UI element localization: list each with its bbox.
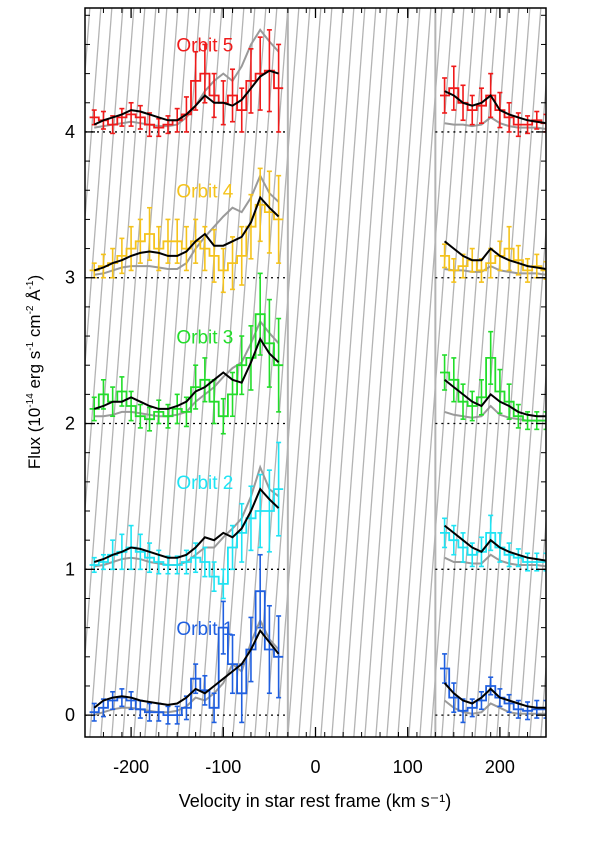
orbit-label: Orbit 5 [176,36,233,57]
axis-ticks: -200 -100 0 100 200 0 1 2 3 4 [65,8,547,777]
model-grey-line [444,116,546,130]
x-tick-label: 100 [393,757,423,777]
model-grey-line [444,264,546,276]
model-dark-line [93,69,279,126]
hatch-line [574,8,598,737]
hatch-line [265,8,322,737]
hatch-line [552,8,598,737]
orbit-series [89,28,546,138]
hatch-line [298,8,355,737]
hatch-line [155,8,212,737]
model-dark-line [443,524,546,562]
model-dark-line [93,336,280,410]
orbit-series [89,553,546,725]
orbit-series [89,272,546,435]
hatch-line [144,8,201,737]
hatch-line [353,8,410,737]
hatch-line [375,8,432,737]
hatch-line [309,8,366,737]
orbit-label: Orbit 1 [176,619,233,640]
orbit-series [89,167,546,294]
y-tick-label: 2 [65,414,75,434]
hatch-line [89,8,146,737]
orbit-label: Orbit 3 [176,327,233,348]
hatch-line [111,8,168,737]
hatch-line [133,8,190,737]
hatch-line [563,8,598,737]
hatch-line [331,8,388,737]
x-tick-label: -100 [205,757,241,777]
hatch-line [485,8,542,737]
model-dark-line [444,90,546,125]
masked-region [0,8,598,737]
hatch-line [243,8,300,737]
hatch-line [518,368,546,737]
hatch-line [287,8,344,737]
orbit-labels: Orbit 1 Orbit 2 Orbit 3 Orbit 4 Orbit 5 [176,36,233,640]
model-dark-line [443,240,546,270]
x-tick-label: -200 [113,757,149,777]
hatch-line [529,514,546,737]
hatch-line [188,8,245,737]
model-dark-line [93,628,280,709]
hatch-line [397,8,454,737]
hatch-line [364,8,421,737]
hatch-line [221,8,278,737]
y-tick-label: 0 [65,705,75,725]
hatch-line [342,8,399,737]
model-dark-line [93,487,280,563]
hatch-line [441,8,498,737]
orbit-series [89,441,546,600]
model-grey-line [444,404,546,422]
y-axis-label: Flux (10-14 erg s-1 cm-2 Å-1) [25,275,44,469]
model-dark-line [443,379,546,418]
hatch-line [85,8,135,664]
data-histogram [440,667,546,712]
y-tick-label: 1 [65,559,75,579]
hatch-line [540,659,546,737]
hatch-line [474,8,531,737]
y-tick-label: 3 [65,268,75,288]
hatch-line [210,8,267,737]
hatch-line [386,8,443,737]
hatch-line [585,8,598,737]
model-grey-line [444,553,546,568]
hatch-line [276,8,333,737]
data-histogram [89,203,284,272]
hatch-line [320,8,377,737]
data-histogram [89,313,284,421]
hatch-line [507,222,546,737]
hatch-line [166,8,223,737]
orbit-label: Orbit 2 [176,473,233,494]
orbit-label: Orbit 4 [176,182,233,203]
model-dark-line [93,195,280,272]
model-dark-line [443,682,546,709]
hatch-line [85,8,124,519]
x-tick-label: 200 [485,757,515,777]
hatch-line [452,8,509,737]
data-histogram [440,247,546,272]
hatch-line [100,8,157,737]
hatch-line [0,8,13,737]
y-tick-label: 4 [65,122,75,142]
hatch-line [0,8,24,737]
x-axis-label: Velocity in star rest frame (km s⁻¹) [179,791,452,811]
hatch-line [430,8,487,737]
x-tick-label: 0 [310,757,320,777]
data-histogram [440,532,546,563]
hatch-line [85,8,102,227]
series-layer [89,28,546,725]
